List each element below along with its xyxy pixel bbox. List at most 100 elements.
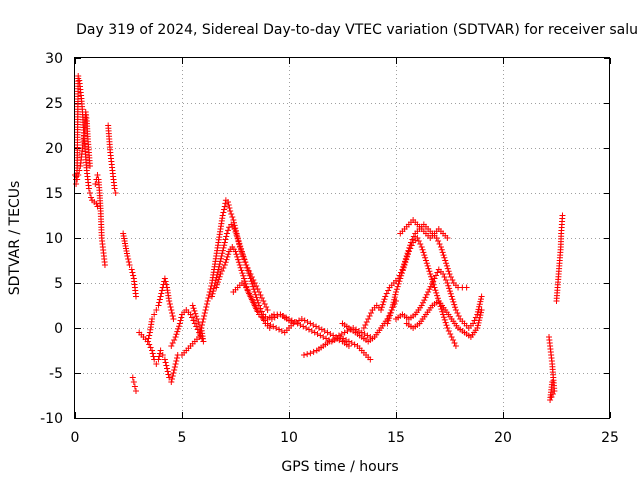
data-point [440,311,447,318]
data-point [474,308,481,315]
data-point [237,264,244,271]
data-point [433,289,440,296]
data-point [444,280,451,286]
data-point [418,244,425,250]
data-point [94,203,101,210]
data-point [196,331,203,337]
data-point [170,370,177,376]
data-point [155,302,162,309]
data-point [434,295,441,302]
data-point [442,257,449,264]
data-point [385,287,392,294]
data-point [426,268,433,275]
data-point [432,272,439,279]
data-point [476,314,483,321]
data-point [445,268,452,275]
data-point [217,258,224,265]
data-point [198,322,205,328]
data-point [146,332,153,339]
data-point [428,273,435,280]
data-point [478,307,485,313]
data-point [470,320,477,327]
data-point [172,361,179,367]
data-point [389,301,396,308]
data-point [208,293,215,300]
series-arc-3p5-to-4p5 [144,275,177,345]
data-point [223,256,230,263]
data-point [217,255,224,262]
series-arc-afternoon-down [384,235,459,349]
data-point [304,319,311,325]
data-point [283,314,290,321]
series-arc-22p6 [553,212,566,304]
data-point [385,317,392,324]
data-point [280,313,287,319]
data-point [247,275,254,282]
data-point [246,290,253,297]
data-point [227,208,234,214]
data-point [254,308,261,315]
y-tick-label: 25 [45,96,63,112]
data-point [326,338,333,345]
data-point [166,298,173,304]
data-point [311,329,318,336]
data-point [222,236,229,243]
data-point [387,309,394,316]
data-point [149,347,156,354]
data-point [404,253,411,260]
y-tick-label: 5 [54,276,63,292]
series-arc-3-to-5 [136,329,181,385]
data-point [415,238,422,244]
data-point [229,214,236,220]
data-point [191,320,198,327]
data-point [243,262,250,268]
data-point [452,343,459,349]
data-point [166,301,173,307]
y-tick-label: 15 [45,186,63,202]
data-point [167,304,174,310]
data-point [169,313,176,319]
data-point [73,181,80,187]
data-point [395,280,402,287]
data-point [240,253,247,260]
data-point [343,337,350,343]
data-point [423,291,430,298]
data-point [443,260,450,267]
data-point [130,379,137,385]
data-point [423,260,430,267]
data-point [321,328,328,334]
data-point [396,278,403,285]
data-point [383,290,390,297]
x-tick-label: 15 [387,430,405,446]
data-point [238,248,245,255]
data-point [75,73,82,79]
data-point [378,307,385,313]
data-point [258,295,265,301]
data-point [101,262,108,268]
data-point [407,245,414,252]
data-point [192,310,199,317]
data-point [76,167,83,174]
data-point [226,205,233,211]
data-point [151,311,158,318]
data-point [176,323,183,330]
data-point [175,325,182,332]
data-point [247,293,254,300]
data-point [153,307,160,313]
data-point [274,313,281,319]
data-point [216,263,223,270]
series-arc-afternoon-top [397,217,451,241]
data-point [402,259,409,266]
data-point [421,252,428,259]
data-point [252,291,259,298]
data-point [397,275,404,282]
data-point [176,320,183,327]
data-point [440,252,447,259]
data-point [168,307,175,313]
data-point [222,200,229,207]
data-point [478,293,485,300]
data-point [308,328,315,334]
data-point [245,270,252,277]
data-point [408,242,415,249]
data-point [310,348,317,355]
